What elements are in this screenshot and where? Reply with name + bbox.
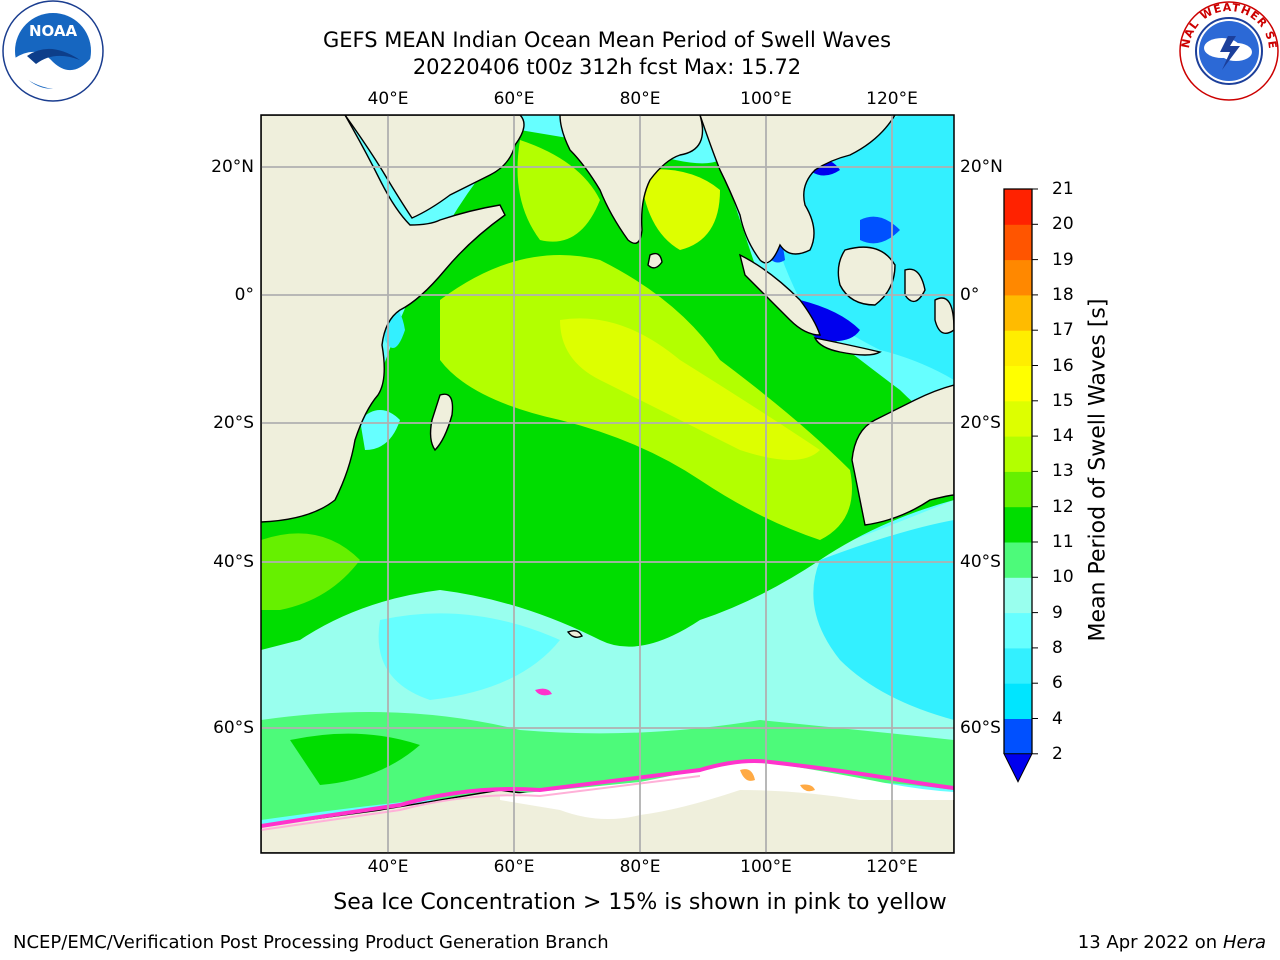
colorbar-level-label: 18 — [1052, 284, 1074, 305]
land-sri-lanka — [647, 252, 663, 269]
chart-title: GEFS MEAN Indian Ocean Mean Period of Sw… — [322, 28, 892, 52]
lat-label-left: 20°S — [213, 413, 254, 433]
swell-zone-arabian — [517, 140, 600, 242]
land-java — [813, 337, 882, 356]
lat-label-right: 0° — [960, 285, 980, 305]
land-sulawesi — [904, 268, 926, 303]
colorbar-level-label: 9 — [1052, 602, 1063, 623]
lon-label-top: 60°E — [493, 89, 535, 109]
colorbar-level-label: 11 — [1052, 532, 1074, 552]
colorbar-under-arrow — [1003, 753, 1033, 783]
chart-subtitle: 20220406 t00z 312h fcst Max: 15.72 — [412, 55, 802, 79]
colorbar-level-label: 4 — [1052, 708, 1063, 729]
noaa-logo: NOAA — [2, 0, 104, 102]
lat-label-left: 0° — [234, 285, 254, 305]
colorbar-title: Mean Period of Swell Waves [s] — [1085, 298, 1111, 642]
lon-label-top: 40°E — [367, 89, 409, 109]
colorbar-segment — [1004, 294, 1032, 331]
swell-zone-cyan-2 — [813, 520, 954, 720]
colorbar-level-label: 14 — [1052, 426, 1074, 447]
colorbar-level-label: 19 — [1052, 249, 1074, 270]
colorbar-segment — [1004, 259, 1032, 296]
gridlines — [261, 115, 954, 853]
footer-machine: Hera — [1222, 932, 1266, 953]
colorbar-segment — [1004, 224, 1032, 261]
land-borneo — [837, 246, 896, 306]
lat-label-left: 60°S — [213, 718, 254, 738]
footer-date: 13 Apr 2022 on Hera — [1078, 932, 1266, 953]
lat-label-left: 20°N — [211, 157, 254, 177]
lon-label-bottom: 60°E — [493, 857, 535, 877]
colorbar-segment — [1004, 436, 1032, 472]
colorbar-level-label: 10 — [1052, 567, 1074, 588]
colorbar-segment — [1004, 683, 1032, 719]
nws-logo: NATIONAL WEATHER SERVICE — [1178, 0, 1279, 101]
colorbar-level-label: 12 — [1052, 496, 1074, 517]
land-africa — [261, 115, 506, 523]
colorbar-level-label: 20 — [1052, 214, 1074, 235]
land-india — [559, 115, 704, 244]
lat-label-left: 40°S — [213, 552, 254, 572]
swell-zone-sulu — [860, 216, 900, 244]
colorbar-segment — [1004, 718, 1032, 755]
colorbar-segment — [1004, 542, 1032, 578]
swell-zone-bengal — [640, 169, 720, 250]
swell-zone-south-green — [261, 712, 954, 820]
colorbar-level-label: 8 — [1052, 637, 1063, 658]
sea-ice-edge — [261, 759, 954, 828]
colorbar-segment — [1004, 365, 1032, 402]
lon-label-top: 120°E — [866, 89, 918, 109]
colorbar-segment — [1004, 612, 1032, 649]
colorbar-segment — [1004, 471, 1032, 508]
colorbar-level-label: 21 — [1052, 179, 1074, 199]
lon-label-bottom: 120°E — [866, 857, 918, 877]
noaa-logo-text: NOAA — [29, 22, 78, 40]
sea-ice-edge-inner — [261, 775, 701, 831]
colorbar-level-label: 13 — [1052, 461, 1074, 482]
footer-credit: NCEP/EMC/Verification Post Processing Pr… — [13, 932, 609, 953]
swell-zone-yellow-core — [560, 318, 820, 460]
lon-label-top: 100°E — [740, 89, 792, 109]
lon-label-top: 80°E — [619, 89, 661, 109]
colorbar-level-label: 6 — [1052, 673, 1063, 694]
lon-label-bottom: 40°E — [367, 857, 409, 877]
footer-date-text: 13 Apr 2022 on — [1077, 932, 1223, 953]
colorbar-level-label: 15 — [1052, 390, 1074, 411]
land-kerguelen — [566, 629, 583, 639]
colorbar-segment — [1004, 400, 1032, 437]
swell-zone-mozambique — [360, 410, 400, 450]
land-indochina — [699, 115, 896, 264]
sea-ice-note: Sea Ice Concentration > 15% is shown in … — [333, 890, 947, 915]
colorbar-level-label: 17 — [1052, 320, 1074, 341]
colorbar-segment — [1004, 577, 1032, 614]
colorbar-level-label: 16 — [1052, 355, 1074, 376]
lat-label-right: 20°N — [960, 157, 1003, 177]
lon-label-bottom: 100°E — [740, 857, 792, 877]
colorbar-segment — [1004, 330, 1032, 366]
colorbar-segment — [1004, 506, 1032, 543]
sea-ice-patch-3 — [535, 688, 552, 696]
map-frame — [260, 114, 955, 854]
lat-label-right: 60°S — [960, 718, 1001, 738]
lat-label-right: 40°S — [960, 552, 1001, 572]
colorbar-segment — [1004, 189, 1032, 225]
colorbar-level-label: 2 — [1052, 743, 1063, 764]
lon-label-bottom: 80°E — [619, 857, 661, 877]
sea-ice-patch-1 — [740, 769, 755, 781]
swell-zone-green-2 — [261, 533, 360, 610]
colorbar-segment — [1004, 647, 1032, 684]
lat-label-right: 20°S — [960, 413, 1001, 433]
land-australia — [851, 384, 954, 526]
sea-ice-patch-2 — [800, 784, 815, 792]
sea-ice — [500, 760, 954, 819]
